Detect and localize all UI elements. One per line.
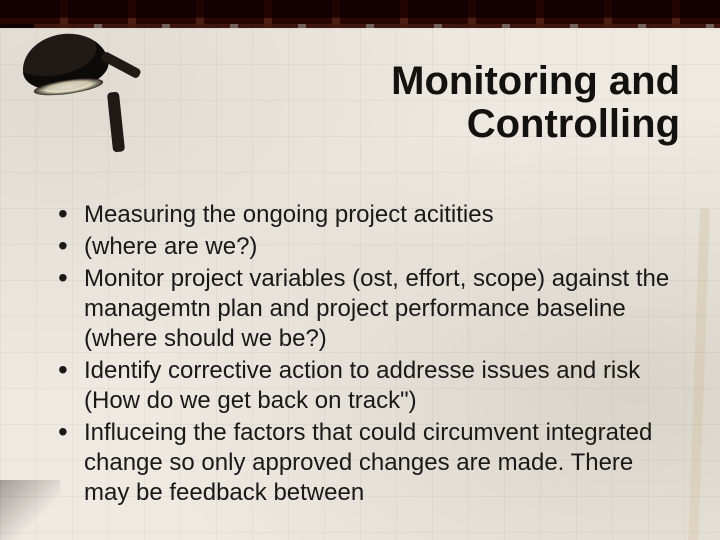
slide-paper-background: Monitoring and Controlling Measuring the… bbox=[0, 28, 720, 540]
list-item: (where are we?) bbox=[58, 232, 676, 262]
list-item: Identify corrective action to addresse i… bbox=[58, 356, 676, 416]
bullet-text: (where are we?) bbox=[84, 233, 257, 260]
bullet-list: Measuring the ongoing project acitities … bbox=[58, 200, 676, 510]
slide-title-line2: Controlling bbox=[467, 102, 680, 146]
slide-title: Monitoring and Controlling bbox=[0, 60, 680, 146]
bullet-text: Measuring the ongoing project acitities bbox=[84, 201, 494, 228]
bullet-text: Monitor project variables (ost, effort, … bbox=[84, 265, 669, 352]
list-item: Monitor project variables (ost, effort, … bbox=[58, 264, 676, 354]
pencil-graphic bbox=[688, 208, 710, 540]
bullet-text: Influceing the factors that could circum… bbox=[84, 419, 652, 506]
bullet-text: Identify corrective action to addresse i… bbox=[84, 357, 640, 414]
list-item: Measuring the ongoing project acitities bbox=[58, 200, 676, 230]
list-item: Influceing the factors that could circum… bbox=[58, 418, 676, 508]
slide-title-line1: Monitoring and bbox=[391, 59, 680, 103]
corner-shadow-graphic bbox=[0, 480, 60, 540]
